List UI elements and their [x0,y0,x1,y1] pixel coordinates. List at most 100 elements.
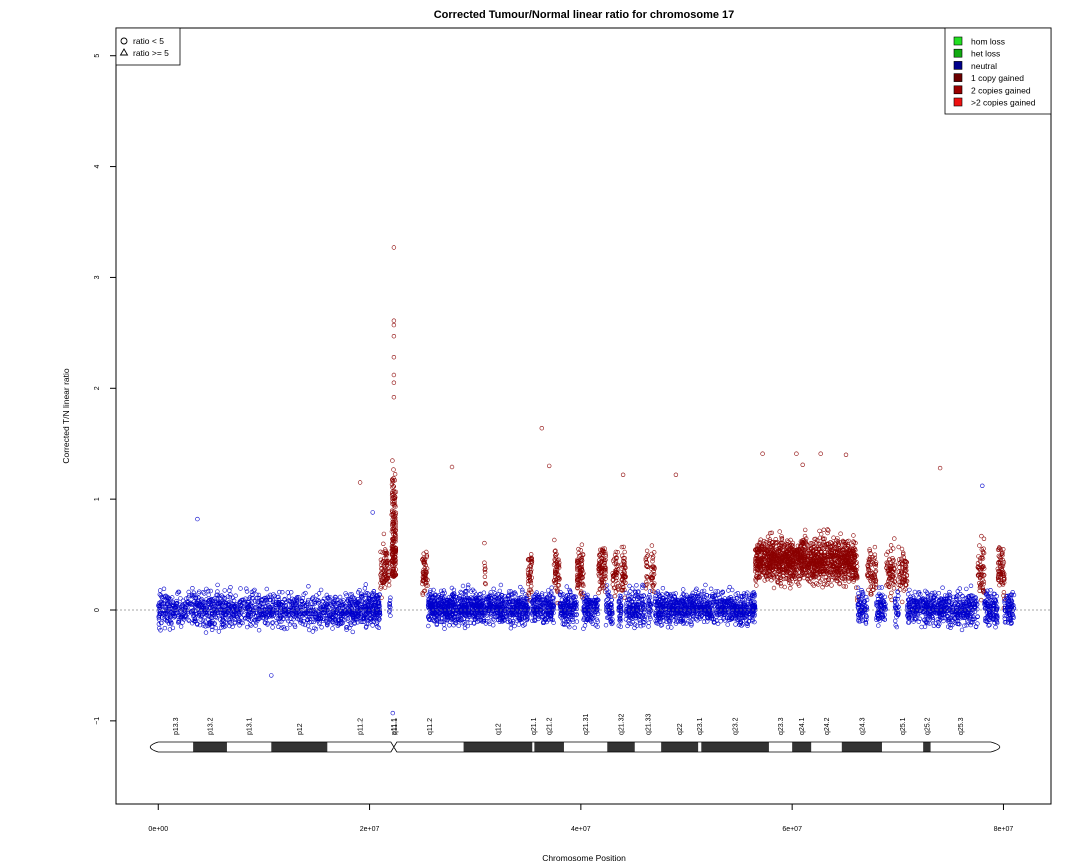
data-point [176,618,182,623]
data-point [244,586,249,591]
data-point [341,602,347,607]
data-point [442,626,447,631]
data-point [179,614,184,620]
data-point [296,595,301,600]
data-point [210,618,215,624]
data-point [244,589,250,594]
data-point [381,531,387,537]
data-point [237,618,242,624]
data-point [727,584,732,590]
data-point [333,594,338,600]
data-point [290,596,295,601]
data-point [287,599,292,604]
data-point [660,585,666,591]
data-point [162,625,168,631]
data-point [277,589,282,595]
data-point [248,603,254,608]
data-point [162,611,168,616]
data-point [488,590,493,595]
data-point [447,623,452,628]
data-point [210,597,216,602]
data-point [213,625,219,631]
data-point [309,613,314,619]
data-point [291,606,296,611]
data-point [167,612,173,617]
data-point [261,610,266,615]
data-point [314,598,320,603]
data-point [208,588,214,594]
data-point [190,611,195,616]
data-point [546,588,551,593]
data-point [159,620,164,626]
data-point [270,598,276,603]
data-point [218,595,223,601]
data-point [226,607,232,612]
data-point [497,588,502,594]
data-point [206,592,211,598]
data-point [156,615,162,620]
data-point [260,611,266,616]
data-point [574,619,580,624]
data-point [269,613,274,618]
data-point [386,569,391,574]
data-point [218,610,223,615]
data-point [302,622,308,628]
data-point [605,597,610,602]
chart-title: Corrected Tumour/Normal linear ratio for… [434,9,735,21]
data-point [353,610,359,615]
data-point [234,607,239,612]
data-point [290,612,296,618]
data-point [228,616,233,621]
data-point [294,612,299,617]
data-point [193,601,198,606]
data-point [491,622,496,628]
data-point [278,613,283,618]
data-point [359,591,364,597]
data-point [193,595,199,600]
data-point [262,620,268,625]
data-point [190,585,195,591]
data-point [628,589,633,594]
data-point [221,601,226,606]
data-point [199,607,204,612]
data-point [733,622,738,627]
data-point [304,601,309,606]
data-point [238,586,243,591]
data-point [245,616,250,621]
data-point [188,602,194,607]
data-point [168,609,173,615]
data-point [229,616,235,622]
data-point [185,600,191,605]
data-point [349,622,354,627]
data-point [276,604,282,610]
data-point [161,586,167,591]
data-point [212,610,218,615]
data-point [348,592,353,597]
data-point [335,623,341,628]
data-point [282,596,287,602]
data-point [270,625,275,630]
data-point [209,611,215,616]
data-point [564,584,569,589]
data-point [218,600,223,605]
data-point [238,599,243,605]
data-point [643,586,649,591]
data-point [291,608,297,614]
data-point [230,595,236,601]
data-point [345,616,351,621]
data-point [208,603,214,608]
data-point [199,598,204,603]
data-point [221,599,226,605]
data-point [316,591,322,596]
data-point [166,616,171,622]
data-point [283,603,288,608]
data-point [441,622,447,627]
data-point [340,616,345,622]
data-point [680,587,686,592]
data-point [622,549,627,555]
data-point [180,613,185,619]
data-point [249,623,254,628]
data-point [426,623,431,629]
data-point [298,617,304,622]
data-point [321,618,326,623]
